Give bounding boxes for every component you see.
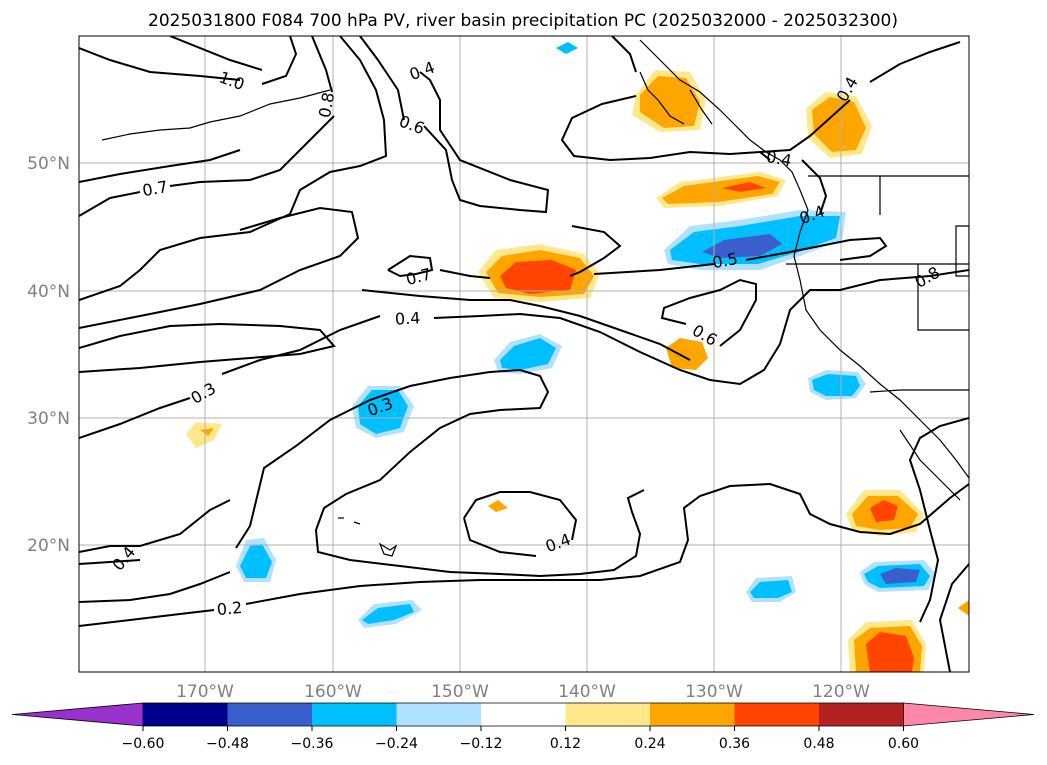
colorbar-tick-label: 0.60 — [888, 736, 919, 752]
precip-positive-area — [812, 97, 866, 152]
contour-label: 0.8 — [315, 91, 338, 119]
precipitation-shading — [186, 42, 969, 672]
colorbar-tick-label: 0.36 — [719, 736, 750, 752]
precip-positive-area — [186, 422, 222, 448]
precip-negative-area — [556, 42, 578, 54]
lat-label-50n: 50°N — [27, 154, 70, 174]
precip-positive-area — [666, 338, 708, 370]
lon-label-120w: 120°W — [812, 682, 870, 702]
colorbar-segment — [227, 703, 313, 726]
lon-label-130w: 130°W — [685, 682, 743, 702]
colorbar-frame — [143, 702, 904, 727]
precip-negative-area — [702, 234, 782, 258]
contour-label: 0.3 — [187, 379, 219, 408]
colorbar-segment — [396, 703, 482, 726]
precip-negative-area — [500, 338, 556, 370]
colorbar-tick-label: −0.24 — [375, 736, 418, 752]
contour-label: 0.4 — [108, 543, 139, 575]
precip-positive-area — [488, 500, 508, 512]
contour-label: 0.7 — [404, 264, 434, 289]
colorbar-tick-label: 0.12 — [550, 736, 581, 752]
contour-label: 0.4 — [395, 308, 421, 328]
precip-positive-area — [866, 632, 914, 672]
precip-negative-area — [362, 604, 414, 624]
precip-positive-area — [640, 76, 700, 128]
precip-positive-area — [870, 500, 898, 522]
colorbar-tick-label: −0.48 — [206, 736, 249, 752]
coastlines — [101, 39, 969, 557]
colorbar-segment — [734, 703, 820, 726]
longitude-labels: 170°W 160°W 150°W 140°W 130°W 120°W — [176, 682, 870, 702]
colorbar: −0.60 −0.48 −0.36 −0.24 −0.12 0.12 0.24 0.36 0.4… — [11, 702, 1035, 752]
precip-negative-area — [240, 544, 272, 578]
colorbar-extend-low — [11, 702, 144, 727]
colorbar-tick-label: −0.60 — [122, 736, 165, 752]
colorbar-segment — [819, 703, 904, 726]
pv-contours — [79, 36, 969, 672]
colorbar-extend-high — [903, 702, 1035, 727]
contour-label: 1.0 — [217, 68, 247, 95]
precip-positive-area — [500, 260, 576, 294]
contour-label: 0.6 — [397, 112, 427, 139]
colorbar-segment — [565, 703, 651, 726]
lon-label-160w: 160°W — [304, 682, 362, 702]
lat-label-30n: 30°N — [27, 409, 70, 429]
colorbar-segment — [143, 703, 228, 726]
precip-negative-area — [358, 390, 408, 434]
lon-label-170w: 170°W — [176, 682, 234, 702]
colorbar-tick-label: 0.48 — [803, 736, 834, 752]
map-panel: 1.0 0.8 0.4 0.6 0.7 0.4 0.7 0.4 0.5 0.4 … — [78, 35, 970, 673]
precip-positive-area — [200, 428, 214, 436]
colorbar-segment — [650, 703, 735, 726]
lat-label-20n: 20°N — [27, 536, 70, 556]
contour-label: 0.8 — [911, 263, 943, 292]
precip-negative-area — [812, 374, 860, 396]
colorbar-segment — [312, 703, 397, 726]
map-frame — [78, 35, 970, 673]
contour-label: 0.2 — [216, 598, 243, 619]
lon-label-140w: 140°W — [558, 682, 616, 702]
contour-label: 0.4 — [407, 58, 437, 85]
latitude-labels: 50°N 40°N 30°N 20°N — [27, 154, 70, 556]
colorbar-tick-label: −0.12 — [460, 736, 503, 752]
contour-label: 0.7 — [141, 177, 169, 200]
precip-positive-area — [722, 182, 766, 192]
contour-label: 0.5 — [711, 249, 739, 272]
precip-negative-area — [880, 568, 920, 584]
contour-label: 0.4 — [765, 147, 793, 170]
colorbar-segment — [481, 703, 566, 726]
precip-negative-area — [750, 580, 792, 598]
colorbar-tick-label: −0.36 — [291, 736, 334, 752]
lat-label-40n: 40°N — [27, 282, 70, 302]
figure-title: 2025031800 F084 700 hPa PV, river basin … — [148, 11, 898, 31]
precip-positive-area — [958, 600, 969, 616]
colorbar-tick-label: 0.24 — [634, 736, 665, 752]
lon-label-150w: 150°W — [431, 682, 489, 702]
contour-label: 0.4 — [543, 530, 573, 557]
